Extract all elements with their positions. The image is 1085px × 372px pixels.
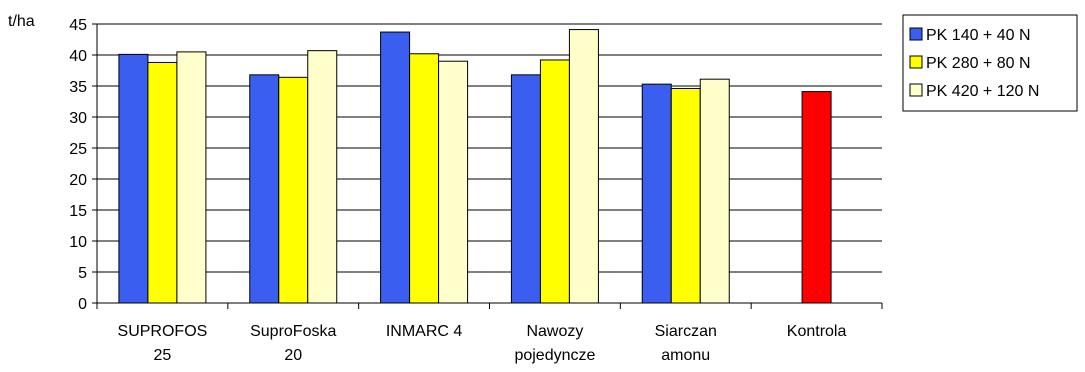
bar-series-1	[249, 74, 280, 304]
legend: PK 140 + 40 N PK 280 + 80 N PK 420 + 120 N	[902, 14, 1078, 112]
y-tick-label: 45	[69, 17, 87, 34]
legend-swatch	[909, 55, 923, 69]
legend-label: PK 420 + 120 N	[926, 83, 1039, 100]
bar-series-2	[147, 61, 178, 304]
x-tick-labels: SUPROFOS 25 SuproFoska 20 INMARC 4 Nawozy poje…	[118, 323, 847, 364]
bar-series-3	[568, 29, 599, 304]
bar-series-3	[699, 78, 730, 304]
axes	[96, 24, 883, 309]
x-tick-label: INMARC 4	[386, 323, 463, 340]
bar-series-2	[409, 53, 440, 304]
bar-series-2	[278, 76, 309, 304]
legend-label: PK 140 + 40 N	[926, 27, 1031, 44]
x-tick-label: SUPROFOS 25	[118, 323, 208, 364]
legend-box	[902, 14, 1078, 112]
y-tick-label: 5	[78, 265, 87, 282]
bar-series-3	[438, 60, 469, 304]
bar-series-1	[641, 83, 672, 304]
bars	[118, 29, 832, 304]
y-tick-label: 15	[69, 203, 87, 220]
y-tick-label: 10	[69, 234, 87, 251]
x-tick-label: Siarczan amonu	[655, 323, 717, 364]
bar-control	[801, 91, 832, 304]
legend-label: PK 280 + 80 N	[926, 55, 1031, 72]
x-tick-label: Nawozy pojedyncze	[514, 323, 595, 364]
bar-series-3	[176, 51, 207, 304]
bar-series-1	[380, 31, 411, 304]
x-tick-label: SuproFoska 20	[250, 323, 336, 364]
y-tick-label: 0	[78, 296, 87, 313]
bar-series-2	[670, 87, 701, 304]
legend-swatch	[909, 27, 923, 41]
bar-series-2	[539, 59, 570, 304]
y-tick-label: 30	[69, 110, 87, 127]
y-tick-label: 35	[69, 79, 87, 96]
x-tick-label: Kontrola	[787, 323, 847, 340]
gridlines	[92, 23, 882, 304]
y-tick-label: 20	[69, 172, 87, 189]
bar-series-1	[118, 53, 149, 304]
bar-series-3	[307, 50, 338, 304]
y-axis-label: t/ha	[8, 13, 35, 30]
y-tick-label: 40	[69, 48, 87, 65]
y-tick-labels: 0 5 10 15 20 25 30 35 40 45	[69, 17, 87, 313]
bar-series-1	[510, 74, 541, 304]
legend-swatch	[909, 83, 923, 97]
y-tick-label: 25	[69, 141, 87, 158]
